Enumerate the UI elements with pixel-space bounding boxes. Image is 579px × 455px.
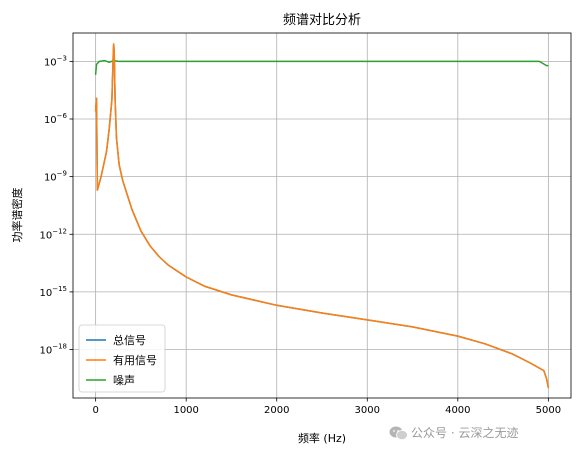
plot-frame (72, 32, 572, 399)
x-tick-label: 0 (92, 405, 98, 416)
y-tick-label: 10−12 (39, 227, 67, 241)
series-line-1 (94, 43, 550, 389)
y-axis: 10−18 10−15 10−12 10−9 10−6 10−3 (39, 54, 73, 357)
legend-box (78, 324, 166, 393)
legend-label: 总信号 (113, 333, 146, 347)
wechat-icon (389, 426, 408, 440)
y-axis-label: 功率谱密度 (10, 188, 24, 243)
y-tick-label: 10−15 (39, 285, 67, 299)
x-tick-label: 1000 (173, 405, 198, 416)
grid (73, 33, 571, 398)
x-axis-label: 频率 (Hz) (298, 431, 346, 445)
series-line-2 (94, 59, 549, 75)
x-tick-label: 2000 (264, 405, 289, 416)
x-tick-label: 5000 (536, 405, 561, 416)
y-tick-label: 10−9 (44, 170, 67, 184)
chart-title: 频谱对比分析 (283, 13, 361, 28)
y-tick-label: 10−6 (44, 112, 68, 126)
legend-label: 有用信号 (113, 353, 157, 367)
y-tick-label: 10−3 (44, 54, 67, 68)
watermark: 公众号 · 云深之无迹 (389, 426, 518, 440)
y-tick-label: 10−18 (39, 343, 67, 357)
x-axis: 0 1000 2000 3000 4000 5000 (92, 398, 561, 416)
x-tick-label: 4000 (445, 405, 470, 416)
legend-label: 噪声 (113, 373, 135, 387)
x-tick-label: 3000 (355, 405, 380, 416)
watermark-text: 公众号 · 云深之无迹 (411, 426, 518, 440)
plot-lines (94, 43, 550, 389)
